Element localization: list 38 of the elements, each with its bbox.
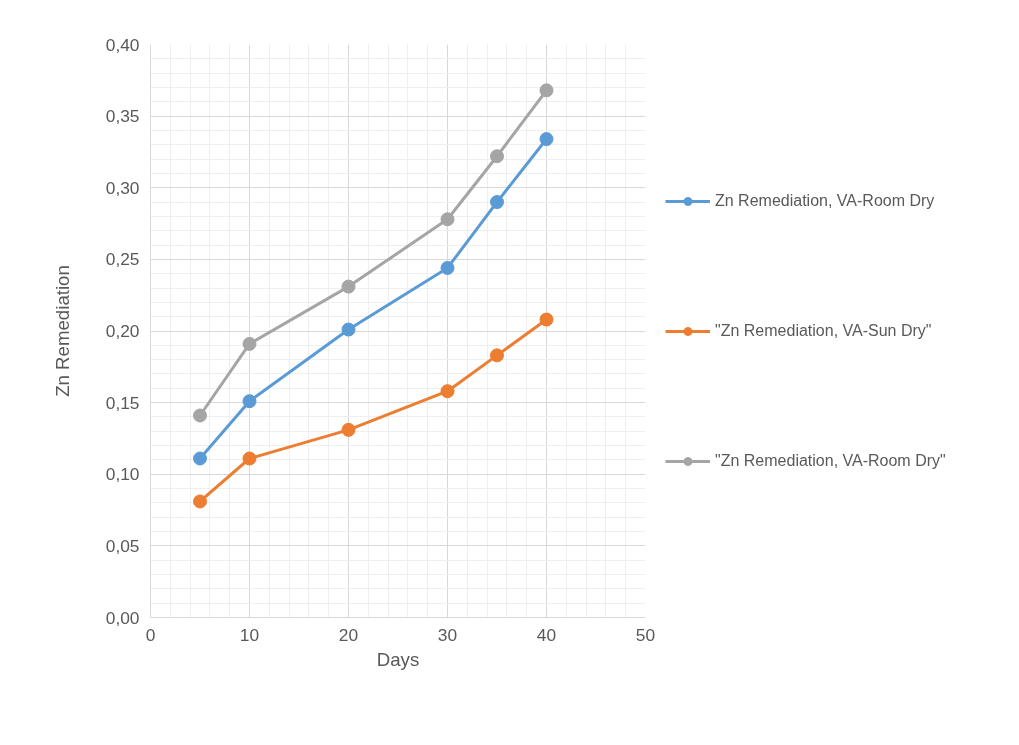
point — [440, 260, 455, 275]
x-tick-label: 10 — [239, 624, 260, 645]
point — [193, 451, 207, 466]
point — [490, 195, 504, 210]
y-tick-label: 0,00 — [105, 607, 140, 628]
point — [242, 394, 257, 409]
y-tick-label: 0,10 — [105, 464, 140, 485]
x-axis-title: Days — [376, 648, 420, 670]
legend-label: "Zn Remediation, VA-Sun Dry" — [715, 321, 932, 340]
y-tick-label: 0,25 — [105, 249, 140, 270]
point — [539, 83, 554, 98]
x-tick-label: 0 — [145, 624, 156, 645]
point — [539, 132, 554, 147]
point — [341, 279, 356, 294]
legend-label: Zn Remediation, VA-Room Dry — [715, 191, 935, 210]
y-tick-label: 0,35 — [105, 106, 140, 127]
y-tick-label: 0,30 — [105, 177, 140, 198]
y-tick-label: 0,40 — [105, 34, 140, 55]
point — [490, 149, 504, 164]
y-axis-title: Zn Remediation — [51, 265, 73, 397]
point — [440, 384, 455, 399]
point — [193, 408, 207, 423]
y-tick-label: 0,20 — [105, 321, 140, 341]
point — [440, 212, 455, 227]
point — [193, 494, 207, 509]
point — [242, 336, 257, 351]
x-tick-label: 20 — [338, 624, 359, 645]
point — [341, 422, 356, 437]
point — [539, 312, 554, 327]
x-tick-label: 40 — [536, 624, 557, 645]
point — [242, 451, 257, 466]
y-tick-label: 0,05 — [105, 535, 140, 556]
y-tick-label: 0,15 — [105, 392, 140, 413]
point — [490, 348, 504, 363]
legend-label: "Zn Remediation, VA-Room Dry" — [715, 451, 946, 470]
point — [341, 322, 356, 337]
x-tick-label: 30 — [437, 624, 458, 645]
x-tick-label: 50 — [635, 624, 656, 645]
